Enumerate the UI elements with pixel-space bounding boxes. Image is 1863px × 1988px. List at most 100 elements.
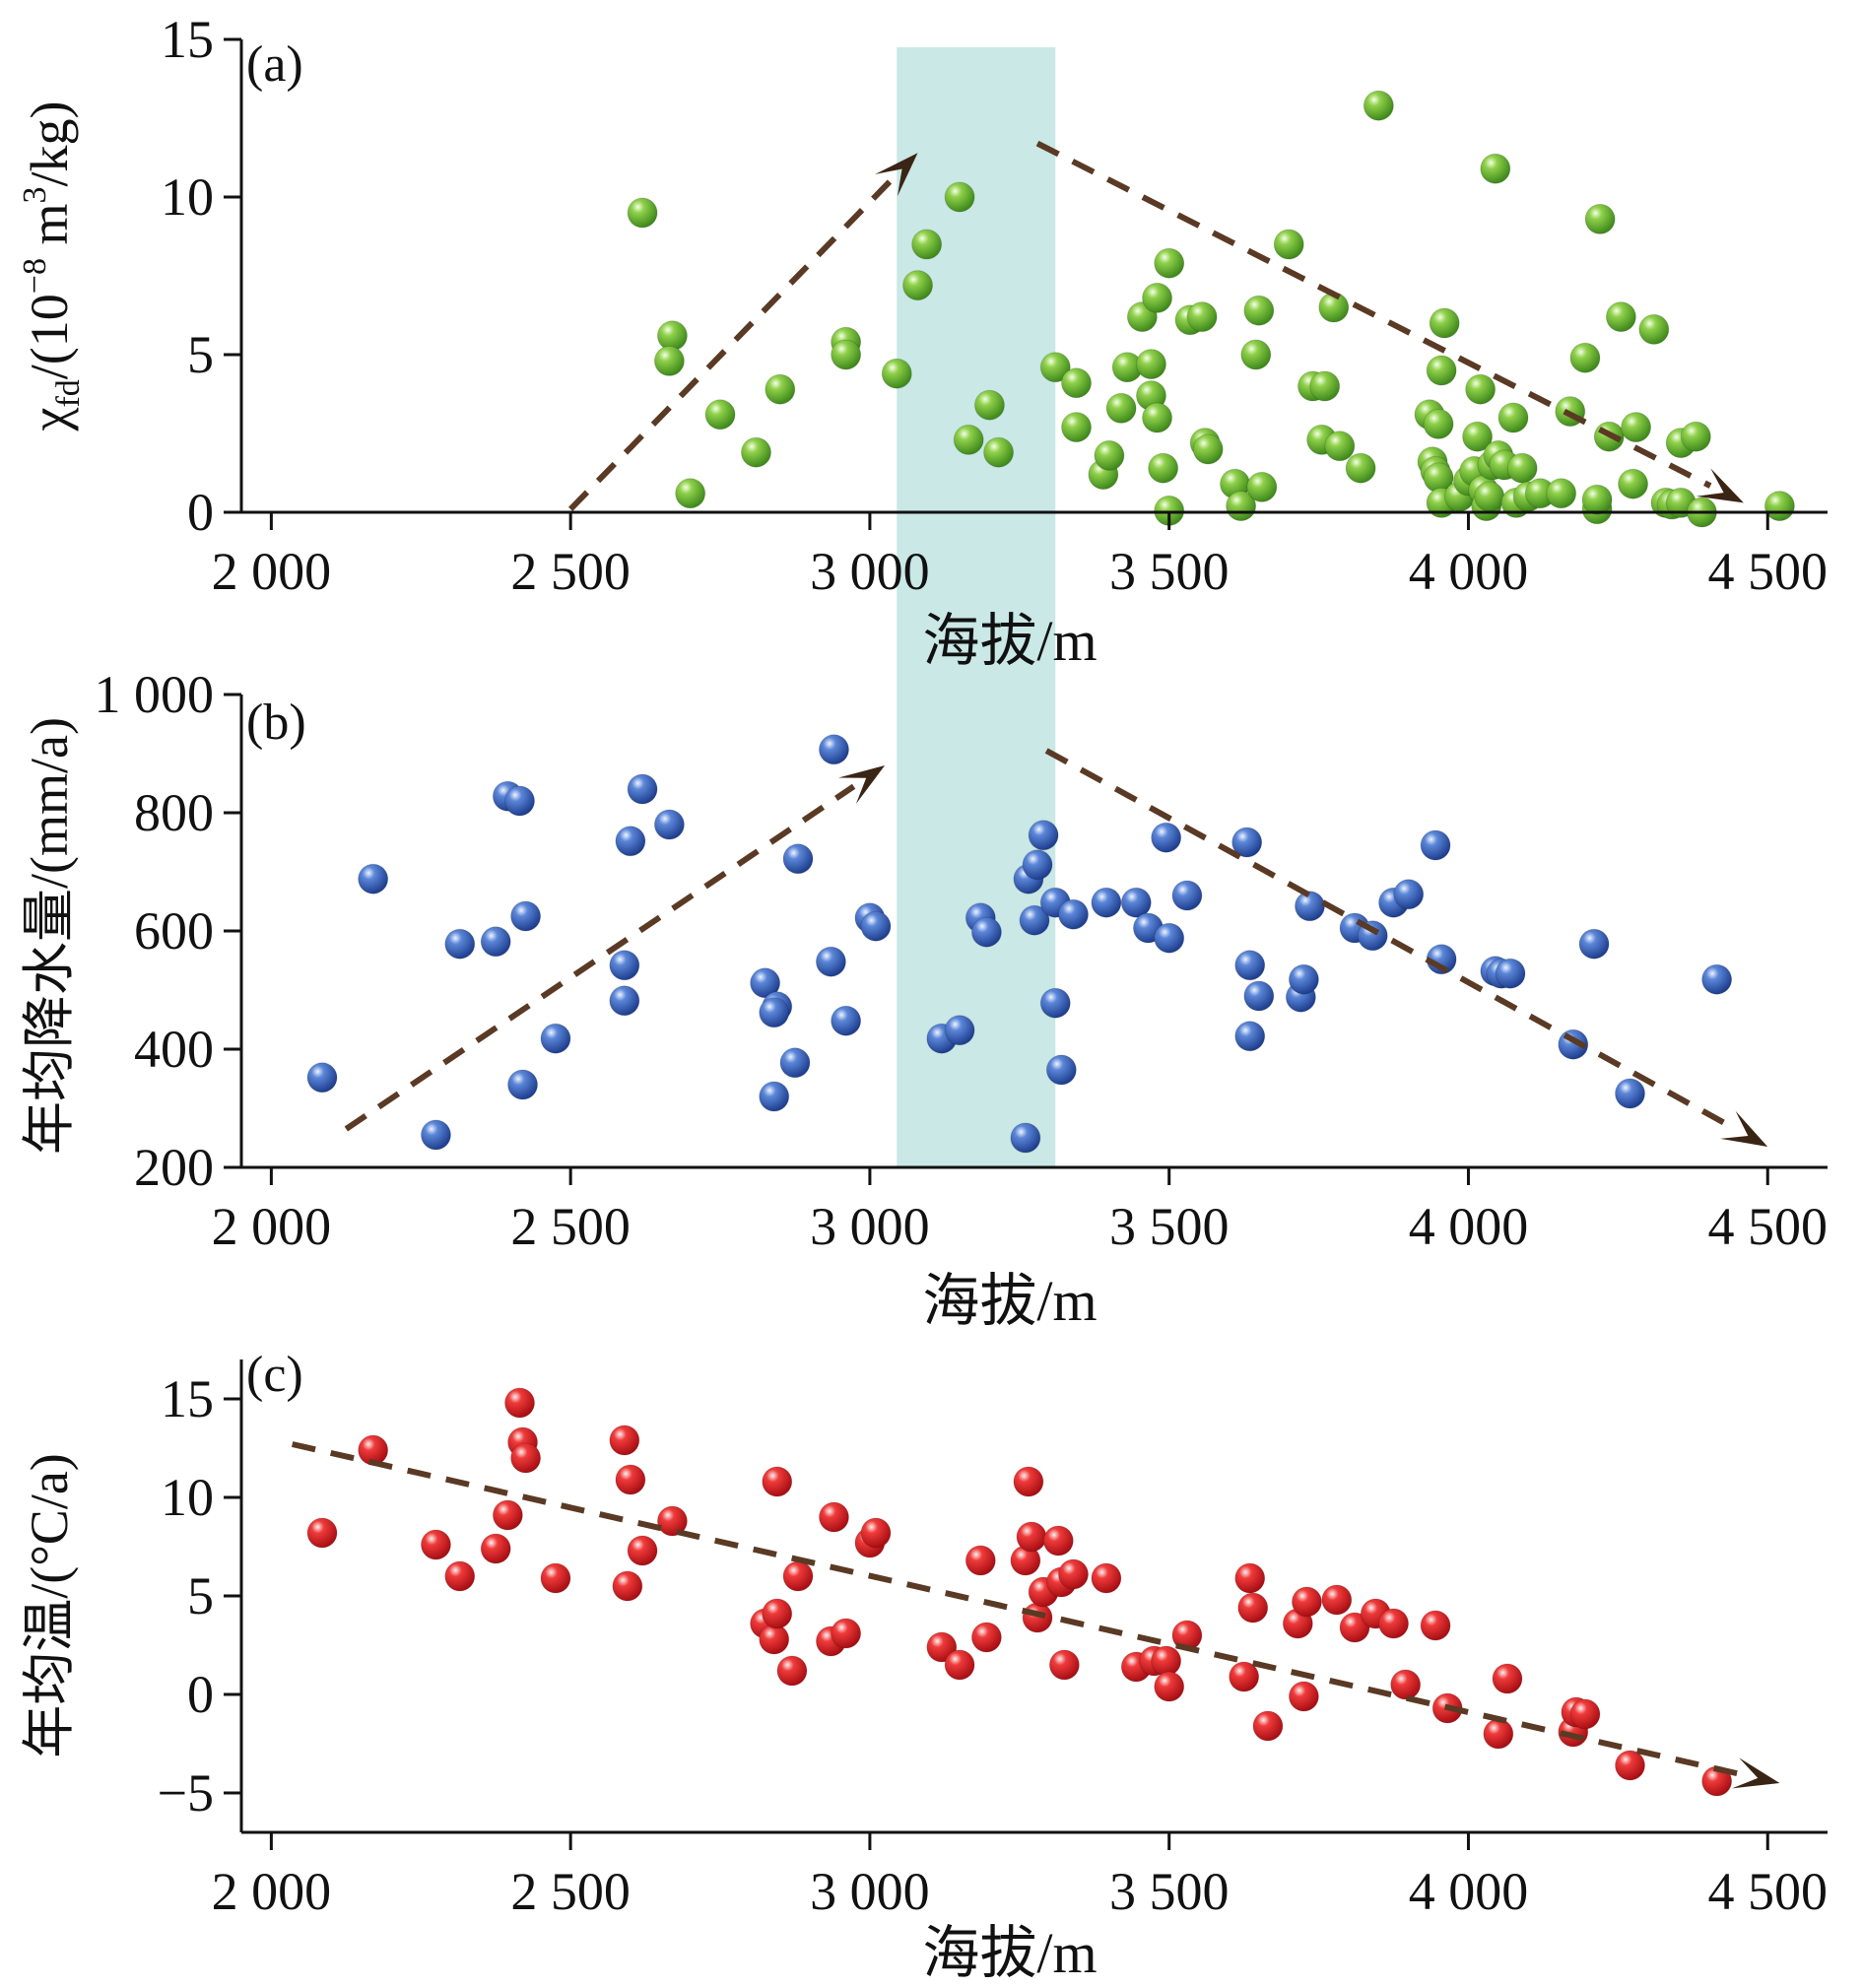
trend-down-arrowhead (1720, 1110, 1768, 1147)
data-point (1294, 891, 1325, 922)
data-point (1154, 922, 1185, 954)
data-point (1495, 958, 1526, 989)
data-point (1339, 1612, 1370, 1643)
data-point (1378, 1608, 1410, 1639)
data-point (1581, 484, 1613, 515)
data-point (1429, 307, 1460, 339)
trend-down-line (1044, 748, 1737, 1132)
data-point (818, 1501, 849, 1533)
x-tick-label: 2 000 (212, 542, 332, 601)
data-point (1288, 1681, 1319, 1712)
data-point (1061, 412, 1093, 443)
data-point (1045, 1054, 1077, 1086)
highlight-band (897, 47, 1056, 1167)
data-point (1546, 478, 1577, 509)
data-point (1154, 247, 1185, 279)
data-point (504, 785, 536, 817)
x-tick-label: 4 500 (1707, 1862, 1828, 1921)
x-tick-label: 4 500 (1707, 1197, 1828, 1256)
data-point (1057, 898, 1089, 930)
data-point (1621, 412, 1652, 443)
data-point (1151, 822, 1182, 853)
data-point (612, 1570, 643, 1602)
data-point (1321, 1584, 1353, 1616)
data-point (1497, 402, 1529, 433)
data-point (1615, 1750, 1646, 1781)
x-tick-label: 2 500 (510, 542, 631, 601)
data-point (740, 436, 771, 468)
data-point (1231, 827, 1263, 858)
y-tick-label: 600 (134, 901, 214, 961)
data-point (881, 358, 912, 389)
data-point (944, 1649, 975, 1681)
y-tick-label: 5 (187, 325, 214, 384)
panel-b-label: (b) (246, 695, 306, 751)
data-point (1569, 342, 1601, 373)
data-point (944, 181, 975, 213)
data-point (1273, 229, 1304, 260)
data-point (970, 1622, 1002, 1653)
panel-a: 2 000 2 500 3 000 3 500 4 000 4 500 0 5 10 15 (a)… (17, 10, 1828, 673)
data-point (1426, 355, 1457, 386)
data-point (831, 1618, 862, 1649)
data-point (1680, 421, 1711, 452)
y-tick-label: 1 000 (95, 665, 215, 724)
data-point (902, 270, 934, 301)
x-tick-label: 2 000 (212, 1197, 332, 1256)
data-point (1237, 1592, 1269, 1624)
data-point (1154, 1671, 1185, 1702)
data-point (1584, 203, 1616, 234)
panel-c: 2 000 2 500 3 000 3 500 4 000 4 500 −5 0 5 10 15 (… (20, 1347, 1828, 1985)
data-point (540, 1562, 571, 1594)
x-tick-label: 3 500 (1109, 1862, 1230, 1921)
y-tick-label: 10 (161, 167, 214, 227)
data-point (306, 1517, 338, 1549)
data-point (1465, 373, 1497, 405)
data-point (1618, 468, 1649, 499)
y-tick-label: 800 (134, 783, 214, 842)
data-point (762, 1466, 793, 1497)
data-point (1019, 904, 1050, 936)
data-point (1462, 421, 1494, 452)
panel-a-xlabel: 海拔/m (922, 609, 1097, 673)
data-point (615, 1464, 646, 1495)
data-point (1569, 1698, 1601, 1730)
data-point (1234, 1021, 1266, 1052)
data-point (444, 928, 476, 960)
data-point (609, 1425, 640, 1456)
data-point (1605, 301, 1636, 333)
data-point (1022, 1602, 1053, 1633)
panel-c-axes: 2 000 2 500 3 000 3 500 4 000 4 500 −5 0 5 10 15 (158, 1359, 1828, 1921)
data-point (1105, 392, 1137, 424)
data-point (609, 985, 640, 1017)
data-point (779, 1047, 811, 1079)
data-point (759, 997, 790, 1028)
y-tick-label: 0 (187, 483, 214, 542)
data-point (1142, 282, 1173, 313)
data-point (1324, 431, 1356, 462)
data-point (1420, 1610, 1451, 1641)
data-point (750, 967, 781, 999)
data-point (420, 1529, 451, 1560)
data-point (1010, 1122, 1041, 1154)
data-point (759, 1624, 790, 1655)
panel-b-points (306, 734, 1733, 1154)
data-point (1393, 879, 1425, 910)
data-point (420, 1119, 451, 1151)
data-point (510, 900, 542, 932)
y-tick-label: −5 (158, 1763, 214, 1822)
data-point (1506, 452, 1538, 484)
data-point (1142, 402, 1173, 433)
data-point (1039, 987, 1071, 1019)
y-tick-label: 15 (161, 1369, 214, 1428)
panel-c-points (306, 1387, 1733, 1797)
panel-a-ylabel: χfd/(10−8 m3/kg) (17, 101, 87, 432)
data-point (1148, 452, 1179, 484)
data-point (860, 910, 892, 942)
data-point (1022, 849, 1053, 881)
data-point (1701, 963, 1733, 995)
data-point (1061, 367, 1093, 399)
data-point (944, 1015, 975, 1046)
data-point (1243, 980, 1275, 1012)
y-tick-label: 200 (134, 1138, 214, 1197)
